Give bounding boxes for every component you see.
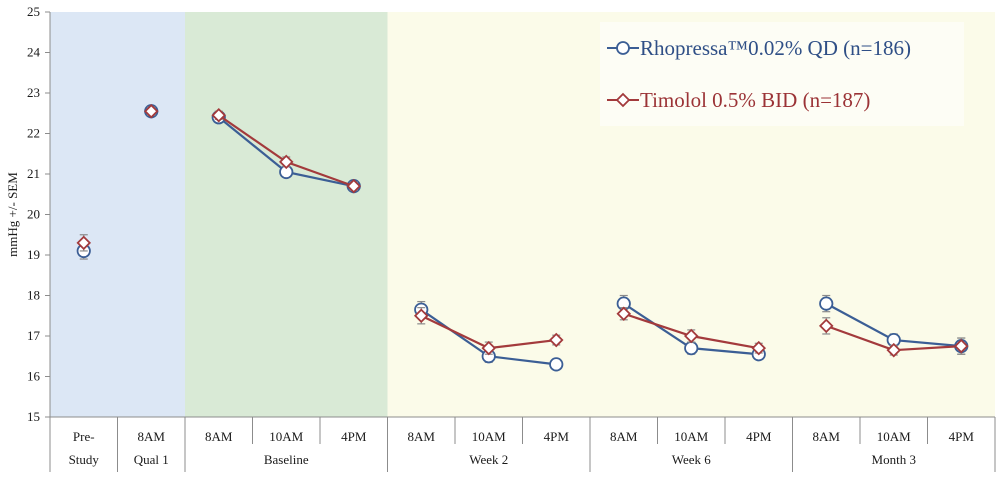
x-tick-label: 10AM: [269, 429, 303, 444]
y-tick-label: 25: [27, 4, 40, 19]
x-tick-label: 8AM: [138, 429, 166, 444]
x-tick-label: 8AM: [205, 429, 233, 444]
x-tick-label: 8AM: [813, 429, 841, 444]
x-tick-label: 10AM: [472, 429, 506, 444]
y-axis-label: mmHg +/- SEM: [5, 172, 20, 257]
legend-diamond-marker-icon: [607, 92, 639, 108]
y-tick-label: 18: [27, 288, 40, 303]
x-tick-label: 8AM: [610, 429, 638, 444]
y-tick-label: 19: [27, 247, 40, 262]
data-point-rhopressa: [549, 357, 564, 372]
x-tick-label: Pre-: [73, 429, 95, 444]
x-tick-label: Qual 1: [134, 452, 169, 467]
data-point-timolol: [346, 178, 362, 194]
legend: Rhopressa™0.02% QD (n=186) Timolol 0.5% …: [600, 22, 964, 126]
data-point-timolol: [818, 318, 834, 334]
legend-label-timolol: Timolol 0.5% BID (n=187): [640, 87, 871, 112]
x-group-label: Week 2: [469, 452, 508, 467]
data-point-timolol: [211, 108, 227, 123]
x-tick-label: 10AM: [674, 429, 708, 444]
x-tick-label: 4PM: [746, 429, 772, 444]
y-tick-label: 20: [27, 207, 40, 222]
x-group-label: Week 6: [672, 452, 712, 467]
x-tick-label: 4PM: [949, 429, 975, 444]
x-group-label: Month 3: [872, 452, 916, 467]
y-tick-label: 17: [27, 328, 41, 343]
x-tick-label: 4PM: [341, 429, 367, 444]
data-point-timolol: [481, 340, 497, 356]
data-point-rhopressa: [819, 296, 834, 311]
y-tick-label: 21: [27, 166, 40, 181]
x-tick-label: 10AM: [877, 429, 911, 444]
data-point-timolol: [751, 340, 767, 356]
data-point-timolol: [143, 103, 159, 119]
background-band-0: [50, 12, 185, 417]
legend-circle-marker-icon: [607, 41, 639, 55]
data-point-timolol: [76, 235, 92, 251]
y-tick-label: 23: [27, 85, 40, 100]
x-group-label: Baseline: [264, 452, 309, 467]
legend-label-rhopressa: Rhopressa™0.02% QD (n=186): [640, 35, 911, 60]
legend-item-rhopressa: Rhopressa™0.02% QD (n=186): [606, 33, 911, 63]
y-tick-label: 24: [27, 45, 41, 60]
x-tick-label: Study: [69, 452, 100, 467]
y-tick-label: 16: [27, 369, 41, 384]
y-tick-label: 15: [27, 409, 40, 424]
legend-item-timolol: Timolol 0.5% BID (n=187): [606, 85, 870, 115]
data-point-rhopressa: [684, 341, 699, 356]
y-tick-label: 22: [27, 126, 40, 141]
data-point-timolol: [886, 342, 902, 358]
data-point-timolol: [683, 328, 699, 344]
data-point-timolol: [278, 154, 294, 170]
x-tick-label: 4PM: [544, 429, 570, 444]
data-point-timolol: [413, 308, 429, 324]
data-point-timolol: [616, 306, 632, 321]
x-tick-label: 8AM: [408, 429, 436, 444]
data-point-timolol: [548, 332, 564, 348]
background-band-1: [185, 12, 388, 417]
data-point-timolol: [953, 338, 969, 354]
